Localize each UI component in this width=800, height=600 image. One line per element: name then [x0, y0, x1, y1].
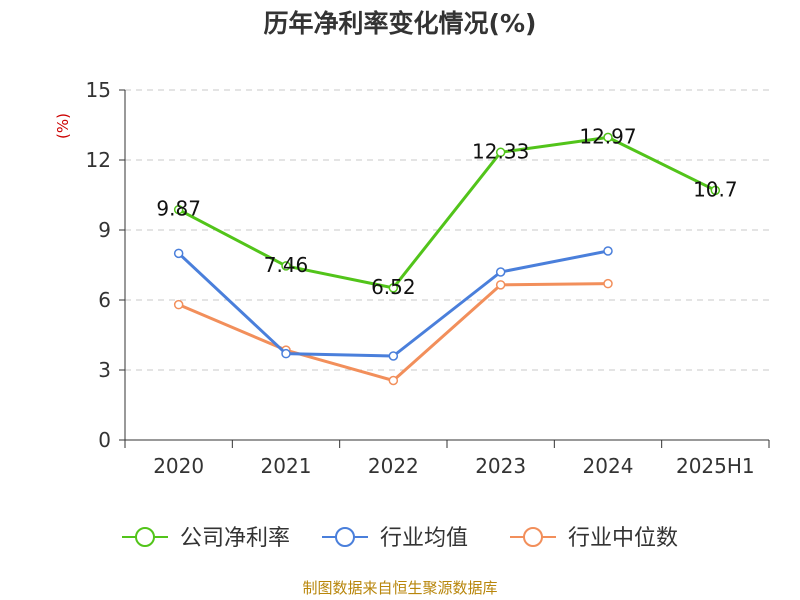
- x-tick-label: 2021: [261, 454, 312, 478]
- data-point: [281, 261, 291, 271]
- x-tick-label: 2023: [475, 454, 526, 478]
- grid-lines: [125, 89, 769, 371]
- y-tick-label: 9: [98, 218, 111, 242]
- series-lines: [173, 132, 721, 386]
- y-tick-label: 0: [98, 428, 111, 452]
- data-label: 12.33: [472, 139, 529, 163]
- y-axis-label: (%): [54, 113, 72, 139]
- series-line: [177, 249, 609, 358]
- data-point: [388, 375, 399, 386]
- chart-title: 历年净利率变化情况(%): [263, 9, 537, 38]
- legend-label: 公司净利率: [180, 526, 290, 551]
- data-point: [603, 132, 613, 143]
- source-footer: 制图数据来自恒生聚源数据库: [302, 579, 498, 597]
- x-tick-labels: 2020 2021 2022 2023 2024 2025H1: [153, 454, 754, 478]
- legend-label: 行业中位数: [568, 526, 678, 551]
- y-tick-label: 3: [98, 358, 111, 382]
- x-tick-label: 2025H1: [676, 454, 755, 478]
- data-labels: 9.87 7.46 6.52 12.33 12.97 10.7: [156, 124, 737, 299]
- data-point: [388, 283, 399, 293]
- legend-marker: [135, 527, 155, 547]
- series-line: [177, 135, 716, 290]
- legend-marker: [335, 527, 355, 547]
- data-point: [603, 278, 613, 289]
- legend-label: 行业均值: [380, 526, 468, 551]
- data-label: 9.87: [156, 197, 201, 221]
- x-tick-label: 2024: [583, 454, 634, 478]
- data-point: [388, 351, 399, 361]
- x-tick-label: 2022: [368, 454, 419, 478]
- axes: [119, 89, 770, 448]
- data-point: [710, 185, 721, 196]
- legend: 公司净利率 行业均值 行业中位数: [122, 526, 678, 551]
- data-label: 12.97: [579, 124, 636, 148]
- data-point: [495, 147, 506, 158]
- legend-marker: [523, 527, 543, 547]
- x-tick-label: 2020: [153, 454, 204, 478]
- data-point: [495, 280, 506, 290]
- y-tick-label: 6: [98, 288, 111, 312]
- y-tick-labels: 0 3 6 9 12 15: [86, 78, 111, 452]
- data-label: 10.7: [693, 177, 738, 201]
- data-point: [173, 299, 184, 310]
- y-tick-label: 12: [86, 148, 111, 172]
- data-label: 6.52: [371, 275, 416, 299]
- data-point: [495, 267, 506, 277]
- data-point: [173, 248, 184, 259]
- y-tick-label: 15: [86, 78, 111, 102]
- data-label: 7.46: [264, 253, 309, 277]
- data-point: [173, 204, 184, 215]
- data-point: [281, 348, 291, 359]
- data-point: [603, 246, 613, 256]
